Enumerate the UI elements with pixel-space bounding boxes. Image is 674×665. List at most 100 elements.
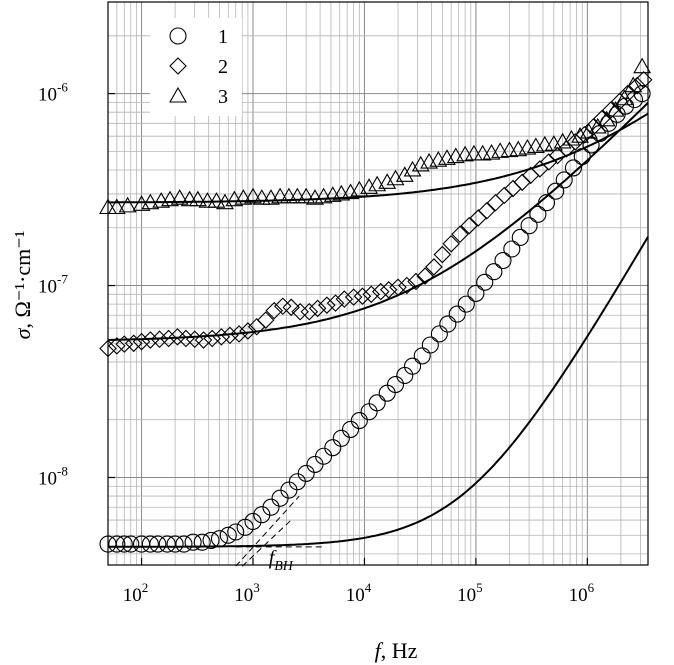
legend-label-3: 3 xyxy=(218,86,228,108)
x-tick-label: 102 xyxy=(123,580,149,606)
data-point-series-3 xyxy=(386,169,405,186)
data-point-series-3 xyxy=(553,132,572,149)
data-point-series-3 xyxy=(341,183,360,200)
data-point-series-1 xyxy=(537,194,556,212)
data-point-series-1 xyxy=(193,533,211,551)
data-point-series-1 xyxy=(448,305,466,323)
data-point-series-2 xyxy=(203,329,221,348)
data-point-series-1 xyxy=(396,366,414,385)
data-point-series-1 xyxy=(184,533,202,551)
data-point-series-3 xyxy=(360,178,379,194)
data-point-series-2 xyxy=(194,331,213,349)
data-point-series-1 xyxy=(555,171,573,189)
data-point-series-2 xyxy=(379,281,398,299)
data-point-series-1 xyxy=(350,411,368,430)
data-point-series-1 xyxy=(115,535,133,553)
data-point-series-2 xyxy=(344,288,363,306)
data-point-series-3 xyxy=(252,189,271,205)
x-tick-labels: 102 103 104 105 106 xyxy=(123,580,595,606)
data-point-series-2 xyxy=(634,71,653,89)
data-point-series-2 xyxy=(291,302,309,321)
data-point-series-3 xyxy=(271,187,290,204)
data-point-series-2 xyxy=(335,290,354,308)
data-point-series-3 xyxy=(411,155,430,172)
data-point-series-2 xyxy=(398,276,416,295)
data-point-series-1 xyxy=(280,481,298,499)
data-point-series-2 xyxy=(362,285,380,304)
data-point-series-2 xyxy=(628,76,646,95)
data-point-series-2 xyxy=(495,186,514,205)
data-point-series-1 xyxy=(244,512,262,531)
data-point-series-3 xyxy=(615,89,634,106)
data-point-series-1 xyxy=(529,205,547,223)
data-point-series-1 xyxy=(306,455,324,473)
data-point-series-1 xyxy=(494,251,512,270)
data-point-series-3 xyxy=(562,129,581,146)
data-point-series-3 xyxy=(170,189,189,205)
data-point-series-2 xyxy=(177,329,195,348)
fit-curve-3 xyxy=(108,112,649,204)
data-point-series-3 xyxy=(473,144,492,161)
data-point-series-3 xyxy=(624,76,643,93)
data-point-series-1 xyxy=(288,473,306,491)
data-point-series-3 xyxy=(597,110,616,127)
data-point-series-2 xyxy=(300,302,319,321)
data-point-series-2 xyxy=(212,328,231,346)
data-point-series-1 xyxy=(616,97,635,115)
y-tick-label: 10-7 xyxy=(38,272,68,298)
data-point-series-1 xyxy=(360,403,378,421)
data-point-series-1 xyxy=(503,240,521,258)
data-point-series-2 xyxy=(451,225,469,244)
data-point-series-2 xyxy=(230,325,248,343)
data-point-series-1 xyxy=(122,535,140,553)
data-point-series-1 xyxy=(219,526,237,544)
data-point-series-2 xyxy=(371,282,390,301)
data-point-series-3 xyxy=(107,198,126,215)
data-point-series-2 xyxy=(486,193,505,212)
axis-ticks xyxy=(108,92,588,565)
data-point-series-3 xyxy=(198,192,217,208)
data-point-series-1 xyxy=(378,384,396,402)
data-point-series-3 xyxy=(207,192,226,208)
fit-curves xyxy=(107,102,649,548)
data-point-series-1 xyxy=(149,535,167,553)
data-point-series-1 xyxy=(108,535,126,553)
data-point-series-1 xyxy=(439,315,457,333)
data-point-series-1 xyxy=(430,325,448,343)
data-point-series-3 xyxy=(633,57,652,74)
dashed-guide-line xyxy=(235,495,300,567)
data-point-series-2 xyxy=(513,173,531,192)
data-point-series-1 xyxy=(520,217,538,235)
data-point-series-1 xyxy=(315,447,333,465)
data-point-series-2 xyxy=(407,272,425,291)
data-point-series-1 xyxy=(141,535,159,553)
data-point-series-2 xyxy=(141,331,160,349)
x-axis-label: f, Hz xyxy=(375,638,418,663)
data-point-series-3 xyxy=(188,190,207,207)
x-tick-label: 103 xyxy=(234,580,260,606)
data-point-series-3 xyxy=(395,166,414,182)
data-point-series-3 xyxy=(579,122,598,139)
legend-marker-1 xyxy=(169,27,187,45)
data-point-series-1 xyxy=(582,136,600,154)
data-point-series-1 xyxy=(564,159,582,177)
data-point-series-1 xyxy=(511,228,529,247)
data-point-series-2 xyxy=(618,84,637,103)
fit-curve-1 xyxy=(108,236,649,548)
data-point-series-3 xyxy=(288,187,307,204)
data-point-series-1 xyxy=(368,394,386,412)
data-point-series-2 xyxy=(239,322,257,340)
data-point-series-2 xyxy=(221,326,239,345)
legend: 1 2 3 xyxy=(150,18,242,116)
data-point-series-1 xyxy=(271,489,289,507)
data-point-series-3 xyxy=(118,196,137,213)
data-point-series-3 xyxy=(297,187,316,204)
data-point-series-1 xyxy=(262,498,280,516)
data-point-series-2 xyxy=(326,294,345,312)
data-point-series-2 xyxy=(159,329,178,348)
fit-curve-2 xyxy=(107,102,649,341)
data-point-series-2 xyxy=(425,258,443,276)
data-point-series-1 xyxy=(547,182,565,200)
data-point-series-1 xyxy=(297,464,315,482)
